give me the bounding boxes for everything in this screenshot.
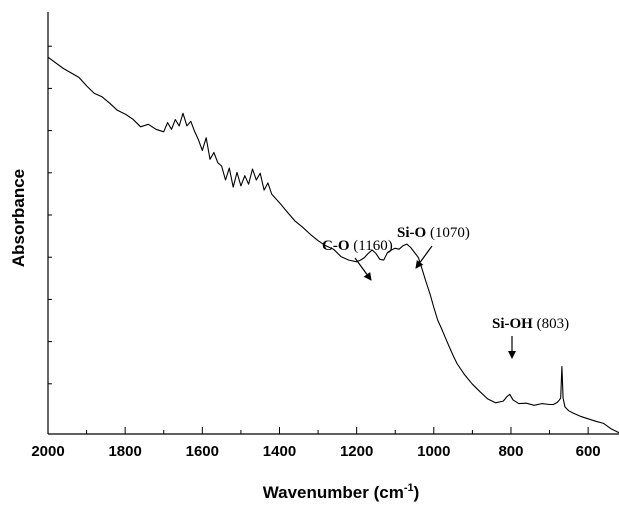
annotation-wavenumber: (1160) [350,238,393,254]
y-axis-label: Absorbance [9,169,28,267]
annotation-arrow [415,245,433,269]
x-tick-label: 1000 [417,443,450,460]
spectrum-line [47,56,619,434]
annotation-bond: C-O [322,238,350,254]
x-axis-label: Wavenumber (cm-1) [263,482,420,502]
x-tick-label: 600 [576,443,601,460]
annotations: C-O (1160)Si-O (1070) Si-OH (803) [322,225,569,359]
x-tick-label: 800 [498,443,523,460]
x-axis-label-close: ) [414,483,420,502]
annotation-wavenumber: (1070) [426,225,470,241]
peak-annotation: Si-O (1070) [397,225,470,241]
x-tick-label: 1800 [108,443,141,460]
x-tick-label: 1400 [263,443,296,460]
annotation-arrow [354,257,372,281]
peak-annotation: C-O (1160) [322,238,393,254]
x-tick-label: 2000 [31,443,64,460]
ticks [47,45,589,434]
x-tick-labels: 2000 1800 1600 1400 1200 1000 800 600 [31,443,600,460]
x-tick-label: 1600 [186,443,219,460]
x-tick-label: 1200 [340,443,373,460]
annotation-bond: Si-OH [492,316,533,332]
axes [47,12,619,435]
annotation-bond: Si-O [397,225,426,241]
peak-annotation: Si-OH (803) [492,316,569,332]
annotation-wavenumber: (803) [533,316,569,332]
x-axis-label-superscript: -1 [404,482,414,494]
